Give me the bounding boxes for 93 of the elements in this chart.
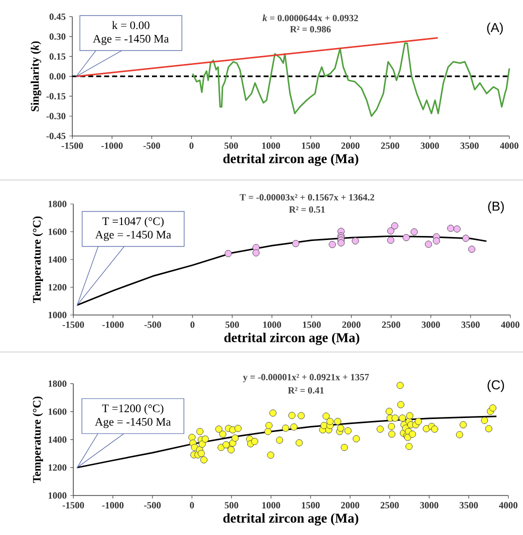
text: T = -0.00003x² + 0.1567x + 1364.2 bbox=[240, 194, 374, 201]
y-tick-label: -0.30 bbox=[46, 112, 66, 120]
x-axis-title: detrital zircon age (Ma) bbox=[223, 154, 358, 166]
y-tick-label: 1000 bbox=[48, 312, 66, 318]
point bbox=[468, 246, 476, 253]
annotation: (A) bbox=[487, 22, 503, 35]
point bbox=[338, 239, 345, 246]
point bbox=[454, 225, 461, 233]
x-tick-label: 1500 bbox=[302, 322, 321, 328]
y-tick-label: 1800 bbox=[48, 200, 66, 208]
y-tick-label: 1600 bbox=[48, 228, 66, 235]
y-tick-label: 0.30 bbox=[50, 33, 66, 40]
y-tick-label: 1400 bbox=[48, 256, 66, 263]
x-tick-label: 4000 bbox=[498, 502, 518, 508]
point bbox=[424, 240, 432, 248]
annotation: (B) bbox=[488, 201, 504, 214]
x-tick-label: -1000 bbox=[102, 502, 124, 508]
x-tick-label: 2500 bbox=[380, 502, 399, 508]
annotation: k = 0.00 bbox=[112, 21, 150, 30]
x-tick-label: 500 bbox=[224, 142, 238, 149]
x-tick-label: 3000 bbox=[420, 502, 438, 508]
annotation: R² = 0.51 bbox=[289, 206, 325, 213]
x-tick-label: 500 bbox=[225, 322, 239, 328]
x-tick-label: 2500 bbox=[382, 322, 400, 328]
x-tick-label: 3000 bbox=[420, 142, 439, 149]
y-tick-label: 1400 bbox=[48, 436, 66, 443]
x-tick-label: 4000 bbox=[500, 142, 518, 149]
y-axis-title: Temperature (°C) bbox=[32, 216, 44, 303]
x-tick-label: 0 bbox=[190, 502, 194, 508]
x-tick-label: -1500 bbox=[62, 502, 84, 508]
x-tick-label: 4000 bbox=[500, 322, 520, 328]
annotation: T =1047 (°C) bbox=[102, 217, 164, 228]
x-axis-title: detrital zircon age (Ma) bbox=[224, 332, 360, 346]
x-tick-label: -1500 bbox=[62, 322, 84, 328]
point bbox=[410, 228, 418, 236]
x-tick-label: 1500 bbox=[302, 502, 320, 508]
x-tick-label: 0 bbox=[190, 322, 194, 328]
x-tick-label: 2000 bbox=[342, 322, 360, 328]
y-tick-label: 1600 bbox=[48, 408, 66, 415]
x-tick-label: 1500 bbox=[302, 142, 320, 149]
x-tick-label: 3500 bbox=[461, 322, 480, 328]
point bbox=[224, 250, 232, 258]
x-tick-label: 1000 bbox=[263, 322, 282, 328]
x-tick-label: 1000 bbox=[262, 142, 280, 149]
y-tick-label: -0.45 bbox=[46, 132, 66, 140]
annotation: R² = 0.41 bbox=[288, 387, 324, 394]
y-tick-label: 1000 bbox=[48, 492, 66, 499]
annotation: T =1200 (°C) bbox=[102, 404, 164, 415]
x-tick-label: -1500 bbox=[62, 142, 83, 149]
y-tick-label: 1800 bbox=[48, 380, 66, 387]
x-tick-label: 3500 bbox=[460, 502, 478, 508]
annotation: k = 0.0000644x + 0.0932 bbox=[262, 14, 358, 22]
point bbox=[462, 234, 470, 242]
x-tick-label: 2000 bbox=[341, 142, 360, 149]
point bbox=[387, 227, 394, 234]
y-axis-title: Temperature (°C) bbox=[32, 396, 44, 483]
point bbox=[402, 234, 410, 242]
y-tick-label: 1200 bbox=[48, 464, 66, 471]
annotation: Age = -1450 Ma bbox=[92, 34, 169, 45]
y-tick-label: 1200 bbox=[48, 284, 66, 290]
line-series bbox=[76, 416, 498, 468]
text: y = -0.00001x² + 0.0921x + 1357 bbox=[242, 374, 369, 382]
y-tick-label: 0.00 bbox=[50, 73, 66, 80]
x-tick-label: 1000 bbox=[262, 502, 280, 508]
x-tick-label: -500 bbox=[143, 142, 160, 149]
x-tick-label: -500 bbox=[144, 502, 161, 508]
x-tick-label: 2000 bbox=[341, 502, 360, 508]
y-tick-label: 0.45 bbox=[50, 13, 66, 20]
point bbox=[387, 236, 394, 244]
x-tick-label: 500 bbox=[224, 502, 238, 508]
annotation: Age = -1450 Ma bbox=[95, 230, 172, 241]
y-tick-label: -0.15 bbox=[46, 93, 66, 100]
annotation: Age = -1450 Ma bbox=[94, 418, 171, 428]
point bbox=[391, 222, 398, 230]
y-axis-title: Singularity (k) bbox=[30, 41, 42, 112]
annotation: (C) bbox=[488, 380, 504, 392]
y-tick-label: 0.15 bbox=[50, 53, 66, 60]
x-tick-label: 3000 bbox=[422, 322, 440, 328]
annotation: R² = 0.986 bbox=[290, 26, 331, 32]
x-tick-label: -1000 bbox=[101, 142, 123, 149]
x-tick-label: -500 bbox=[144, 322, 162, 328]
x-tick-label: -1000 bbox=[102, 322, 124, 328]
x-tick-label: 3500 bbox=[460, 142, 479, 149]
line-series bbox=[192, 42, 510, 117]
x-tick-label: 2500 bbox=[381, 142, 400, 149]
point bbox=[328, 240, 336, 248]
point bbox=[292, 240, 300, 248]
x-tick-label: 0 bbox=[189, 142, 194, 149]
point bbox=[447, 224, 454, 232]
x-axis-title: detrital zircon age (Ma) bbox=[223, 513, 358, 526]
point bbox=[252, 249, 260, 256]
point bbox=[352, 237, 359, 244]
point bbox=[432, 237, 440, 244]
